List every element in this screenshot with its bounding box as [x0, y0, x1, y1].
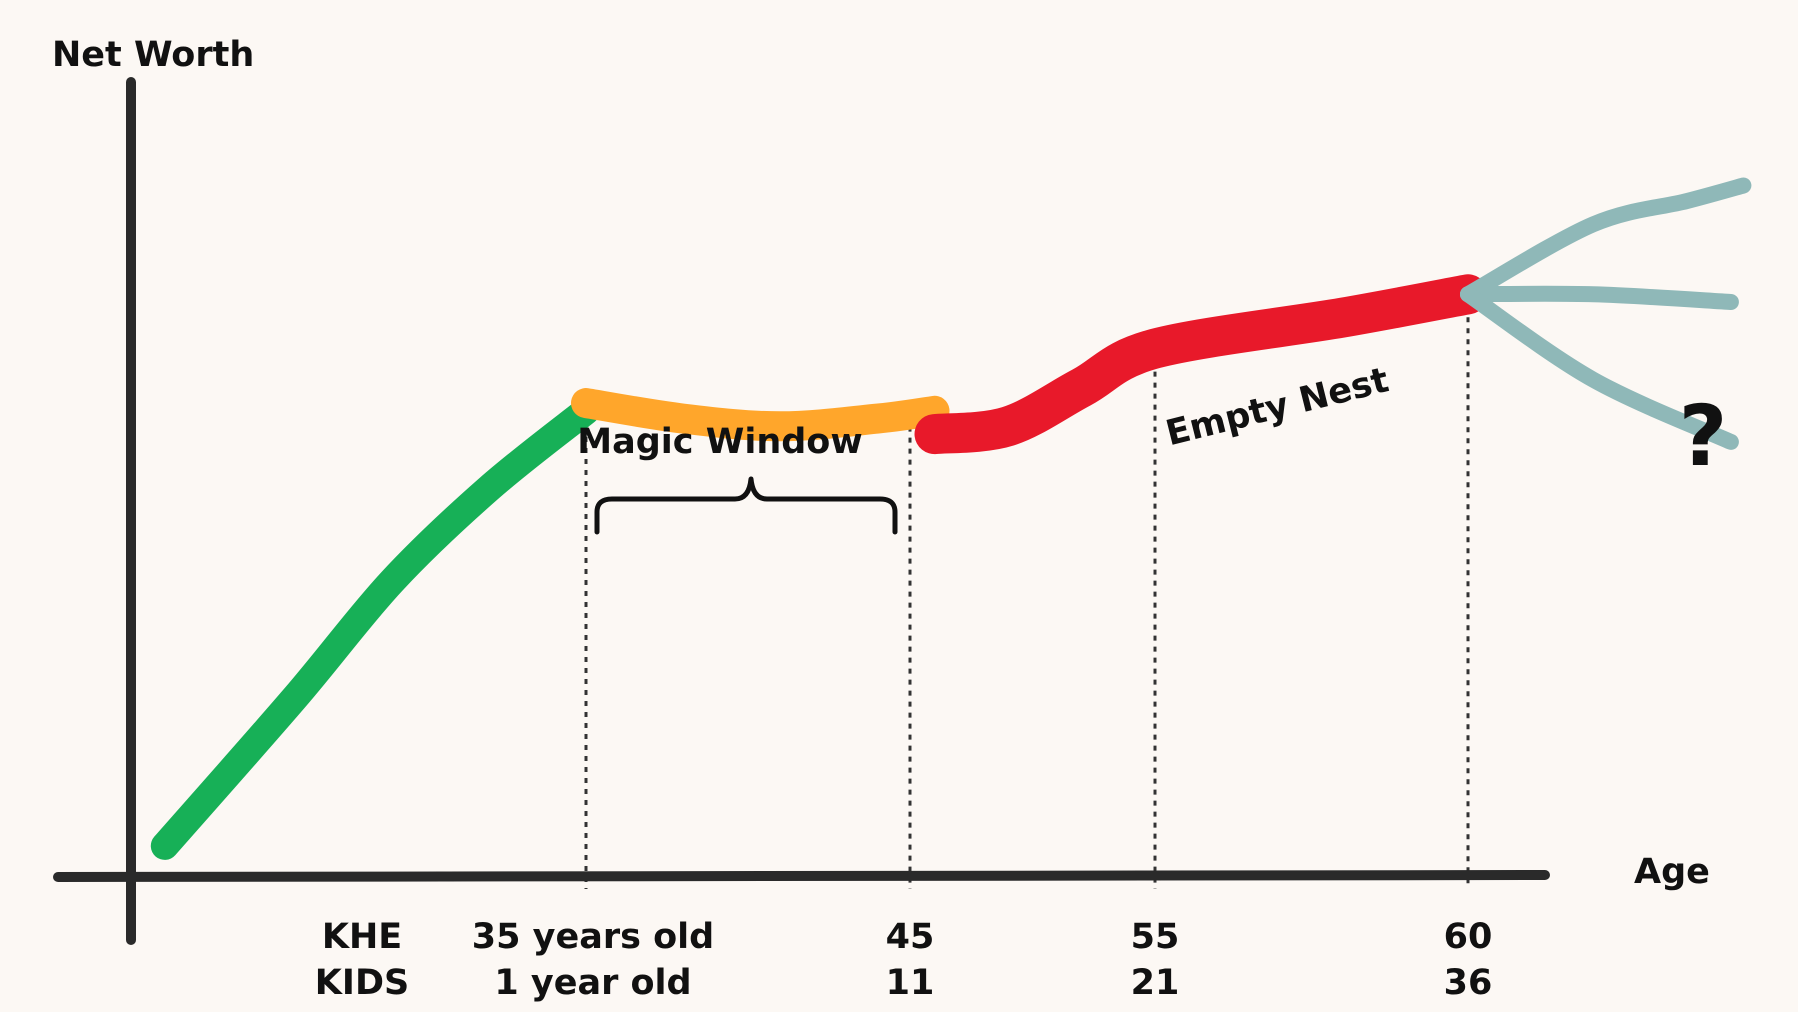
- tick-label-kids-45: 11: [886, 963, 935, 1003]
- tick-label-kids-55: 21: [1131, 963, 1180, 1003]
- series-magic-window-line: [571, 388, 950, 442]
- x-axis-label: Age: [1634, 852, 1710, 892]
- tick-label-khe-45: 45: [886, 917, 935, 957]
- tick-label-khe-35: 35 years old: [472, 917, 714, 957]
- series-growth-line: [150, 396, 600, 860]
- series-outcome-high-line: [1460, 177, 1752, 303]
- series-lines: [150, 177, 1752, 860]
- tick-label-kids-60: 36: [1444, 963, 1493, 1003]
- guide-lines: [584, 306, 1470, 889]
- series-outcome-low-line: [1460, 286, 1739, 450]
- tick-label-khe-60: 60: [1444, 917, 1493, 957]
- x-axis: [53, 870, 1550, 882]
- row-label-khe: KHE: [322, 917, 402, 957]
- outcome-question-mark: ?: [1679, 387, 1728, 485]
- row-label-kids: KIDS: [315, 963, 409, 1003]
- tick-label-khe-55: 55: [1131, 917, 1180, 957]
- series-outcome-flat-line: [1460, 285, 1739, 310]
- tick-labels: 35 years old 1 year old 45 11 55 21 60 36: [472, 917, 1493, 1003]
- series-empty-nest-line: [914, 274, 1488, 455]
- y-axis-label: Net Worth: [52, 35, 254, 75]
- tick-label-kids-35: 1 year old: [494, 963, 691, 1003]
- magic-window-label: Magic Window: [577, 422, 862, 462]
- empty-nest-label: Empty Nest: [1162, 360, 1393, 454]
- magic-window-brace: [594, 476, 898, 535]
